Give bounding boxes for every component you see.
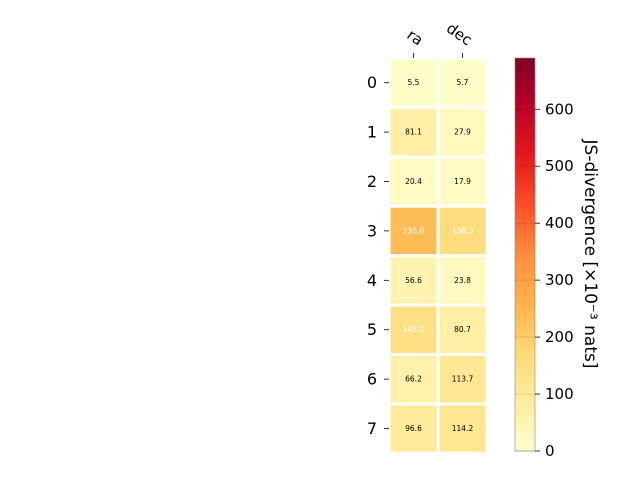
cell-value-label: 5.7 (457, 78, 469, 87)
colorbar-tick-label: 400 (545, 214, 574, 232)
heatmap-cell (439, 158, 486, 205)
cell-value-label: 5.5 (408, 78, 420, 87)
heatmap-cell (439, 306, 486, 353)
heatmap-cell (390, 355, 437, 403)
heatmap-cell (439, 59, 486, 106)
column-labels: ra dec (404, 19, 476, 58)
colorbar-ticks: 0 100 200 300 400 500 600 (515, 100, 574, 460)
row-label: 4 (367, 271, 377, 290)
column-label: dec (443, 19, 475, 49)
row-label: 0 (367, 73, 377, 92)
colorbar-tick-label: 300 (545, 271, 574, 289)
colorbar-tick-label: 200 (545, 328, 574, 346)
cell-value-label: 80.7 (454, 325, 471, 334)
cell-value-label: 143.0 (403, 325, 425, 334)
cell-value-label: 114.2 (452, 424, 474, 433)
cell-value-label: 17.9 (454, 177, 471, 186)
colorbar-label: JS-divergence [×10⁻³ nats] (580, 139, 600, 369)
heatmap-cell (439, 405, 486, 452)
cell-value-label: 156.0 (452, 226, 474, 235)
cell-value-label: 20.4 (405, 177, 422, 186)
cell-value-label: 56.6 (405, 276, 422, 285)
heatmap-cell (390, 405, 437, 452)
heatmap-cell (390, 108, 437, 156)
heatmap-cell (390, 306, 437, 353)
cell-value-label: 81.1 (405, 128, 422, 137)
cell-value-label: 96.6 (405, 424, 422, 433)
row-label: 5 (367, 320, 377, 339)
cell-value-label: 113.7 (452, 375, 474, 384)
cell-value-label: 27.9 (454, 128, 471, 137)
colorbar-tick-label: 500 (545, 157, 574, 175)
heatmap-cell-labels: 5.5 5.7 81.1 27.9 20.4 17.9 236.0 156.0 56.6 23.8… (403, 78, 474, 433)
row-label: 1 (367, 123, 377, 142)
heatmap-cell (390, 207, 437, 255)
colorbar-gradient (514, 57, 536, 452)
heatmap-cell (439, 108, 486, 156)
heatmap-cells (390, 59, 486, 452)
heatmap-cell (390, 59, 437, 106)
heatmap-cell (439, 355, 486, 403)
cell-value-label: 236.0 (403, 226, 425, 235)
row-label: 6 (367, 370, 377, 389)
cell-value-label: 23.8 (454, 276, 471, 285)
heatmap-cell (439, 207, 486, 255)
row-labels: 0 1 2 3 4 5 6 7 (367, 73, 389, 438)
row-label: 7 (367, 419, 377, 438)
colorbar-tick-label: 0 (545, 442, 555, 460)
cell-value-label: 66.2 (405, 375, 422, 384)
colorbar: 0 100 200 300 400 500 600 JS-divergence [×10⁻³… (514, 57, 600, 460)
heatmap-cell (390, 158, 437, 205)
colorbar-tick-label: 100 (545, 385, 574, 403)
heatmap-cell (439, 257, 486, 304)
colorbar-tick-label: 600 (545, 100, 574, 118)
row-label: 2 (367, 172, 377, 191)
row-label: 3 (367, 221, 377, 240)
heatmap-cell (390, 257, 437, 304)
column-label: ra (404, 26, 427, 50)
